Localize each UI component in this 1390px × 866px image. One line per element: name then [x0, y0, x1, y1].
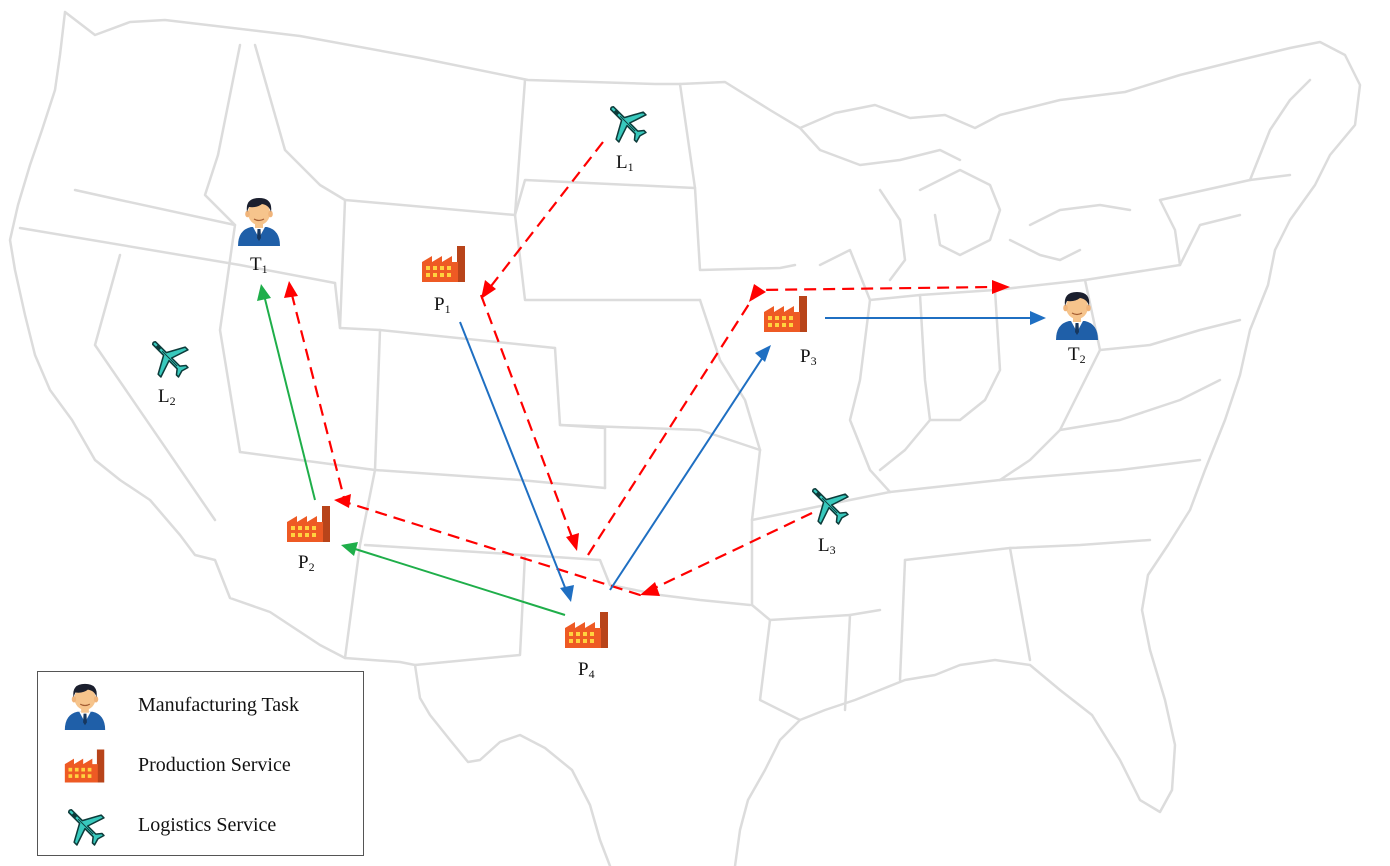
node-label-p4: P4 — [578, 659, 595, 681]
arrowhead-into-t2-blue — [1030, 311, 1046, 325]
node-label-p1: P1 — [434, 294, 451, 316]
legend-label-logistics: Logistics Service — [138, 814, 277, 836]
blue-solid-routes — [459, 317, 1035, 591]
factory-icon — [64, 749, 105, 783]
airplane-icon — [62, 803, 108, 849]
arrowhead-at-l3-target — [640, 582, 660, 596]
node-label-l2: L2 — [158, 386, 176, 408]
airplane-icon — [146, 335, 192, 381]
route-p2-t1-green — [263, 294, 316, 501]
person-icon — [64, 683, 106, 730]
route-l1-p1 — [487, 141, 604, 291]
airplane-icon — [806, 482, 852, 528]
arrowhead-into-p3-blue — [755, 345, 771, 362]
red-dashed-routes — [290, 141, 994, 597]
route-p1-p4-blue — [459, 321, 567, 591]
route-l3-p2-red — [290, 294, 813, 597]
legend: Manufacturing Task Production Service Lo… — [37, 671, 364, 856]
node-label-p3: P3 — [800, 346, 817, 368]
arrowhead-into-t1-red — [284, 281, 298, 298]
green-arrowheads — [257, 284, 358, 556]
green-solid-routes — [263, 294, 566, 616]
legend-row-task: Manufacturing Task — [38, 682, 363, 730]
arrowhead-at-p3 — [749, 284, 766, 302]
legend-label-production: Production Service — [138, 754, 291, 776]
arrowhead-into-p4 — [566, 533, 579, 551]
legend-row-logistics: Logistics Service — [38, 802, 363, 850]
node-label-t2: T2 — [1068, 344, 1086, 366]
arrowhead-into-p4-blue — [560, 585, 574, 602]
factory-icon — [422, 246, 465, 282]
legend-row-production: Production Service — [38, 742, 363, 790]
blue-arrowheads — [560, 311, 1046, 602]
factory-icon — [764, 296, 807, 332]
factory-icon — [565, 612, 608, 648]
legend-label-task: Manufacturing Task — [138, 694, 299, 716]
route-p4-p3-blue — [609, 353, 766, 591]
factory-icon — [287, 506, 330, 542]
route-p4-p2-green — [351, 547, 566, 616]
node-label-t1: T1 — [250, 254, 268, 276]
arrowhead-into-p1 — [481, 280, 496, 299]
airplane-icon — [604, 100, 650, 146]
arrowhead-into-p2-red — [334, 494, 351, 508]
arrowhead-into-t2 — [992, 280, 1010, 294]
arrowhead-into-t1-green — [257, 284, 271, 301]
arrowhead-into-p2-green — [341, 542, 358, 556]
route-p1-p4-red — [479, 294, 575, 541]
us-map-outline — [8, 10, 1362, 866]
node-label-p2: P2 — [298, 552, 315, 574]
node-label-l3: L3 — [818, 535, 836, 557]
node-label-l1: L1 — [616, 152, 634, 174]
red-arrowheads — [284, 280, 1010, 596]
person-icon — [237, 197, 281, 246]
